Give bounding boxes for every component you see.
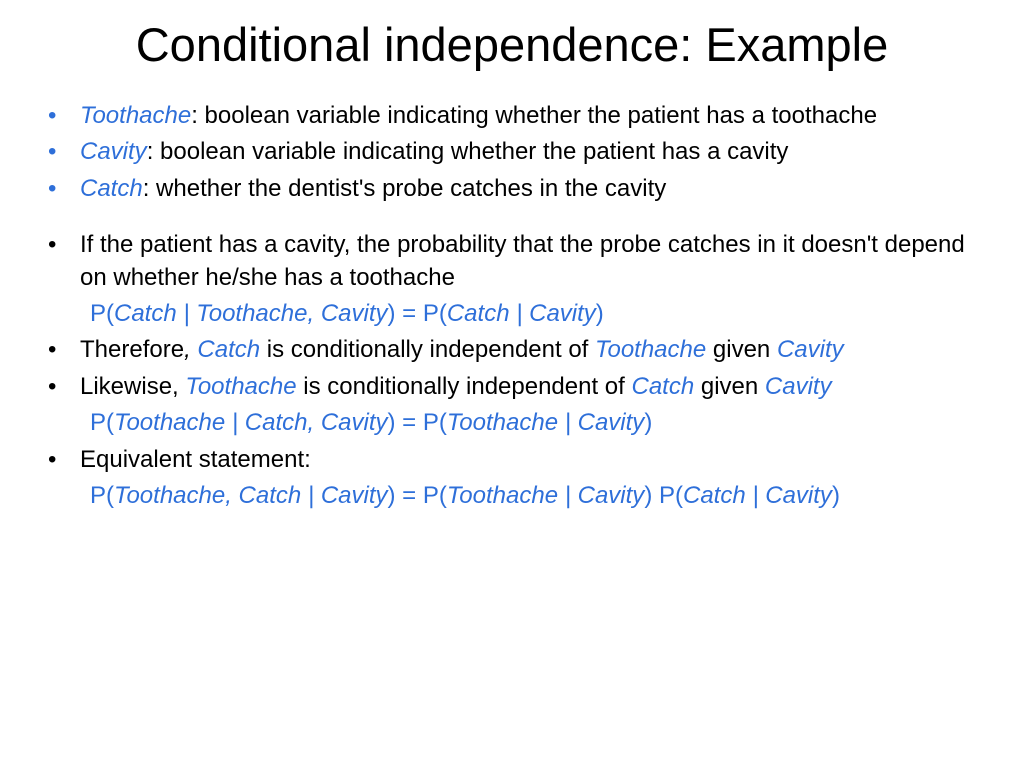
formula-3: P(Toothache, Catch | Cavity) = P(Toothac… xyxy=(40,480,984,512)
formula-part: ) = P( xyxy=(388,482,447,509)
term-toothache: Toothache xyxy=(595,336,706,363)
list-item: Catch: whether the dentist's probe catch… xyxy=(40,173,984,205)
statement-text: given xyxy=(706,336,777,363)
list-item: Toothache: boolean variable indicating w… xyxy=(40,100,984,132)
statement-text: is conditionally independent of xyxy=(297,373,632,400)
formula-italic: Catch | Toothache, Cavity xyxy=(114,300,388,327)
statements-list-3: Equivalent statement: xyxy=(40,444,984,476)
list-item: Likewise, Toothache is conditionally ind… xyxy=(40,371,984,403)
term-toothache: Toothache xyxy=(185,373,296,400)
definitions-list: Toothache: boolean variable indicating w… xyxy=(40,100,984,205)
formula-1: P(Catch | Toothache, Cavity) = P(Catch |… xyxy=(40,298,984,330)
formula-2: P(Toothache | Catch, Cavity) = P(Toothac… xyxy=(40,407,984,439)
formula-part: ) xyxy=(832,482,840,509)
term-toothache: Toothache xyxy=(80,102,191,129)
formula-part: ) = P( xyxy=(388,300,447,327)
formula-part: ) xyxy=(596,300,604,327)
statement-text: is conditionally independent of xyxy=(260,336,595,363)
term-cavity: Cavity xyxy=(777,336,844,363)
term-catch: Catch xyxy=(80,175,143,202)
statement-text: Likewise, xyxy=(80,373,185,400)
list-item: Cavity: boolean variable indicating whet… xyxy=(40,136,984,168)
formula-part: P( xyxy=(90,300,114,327)
term-cavity: Cavity xyxy=(80,138,147,165)
comma: , xyxy=(184,336,197,363)
statement-text: Equivalent statement: xyxy=(80,446,311,473)
formula-italic: Catch | Cavity xyxy=(447,300,596,327)
formula-part: ) xyxy=(644,409,652,436)
list-item: Equivalent statement: xyxy=(40,444,984,476)
formula-italic: Toothache, Catch | Cavity xyxy=(114,482,388,509)
formula-italic: Catch | Cavity xyxy=(683,482,832,509)
formula-part: ) = P( xyxy=(388,409,447,436)
section-divider xyxy=(40,209,984,229)
def-text: : boolean variable indicating whether th… xyxy=(147,138,789,165)
statement-text: given xyxy=(694,373,765,400)
formula-italic: Toothache | Cavity xyxy=(447,409,644,436)
def-text: : whether the dentist's probe catches in… xyxy=(143,175,667,202)
formula-part: P( xyxy=(90,482,114,509)
list-item: If the patient has a cavity, the probabi… xyxy=(40,229,984,294)
statement-text: Therefore xyxy=(80,336,184,363)
slide-title: Conditional independence: Example xyxy=(40,18,984,72)
formula-italic: Toothache | Catch, Cavity xyxy=(114,409,388,436)
term-catch: Catch xyxy=(632,373,695,400)
formula-part: P( xyxy=(90,409,114,436)
statements-list: If the patient has a cavity, the probabi… xyxy=(40,229,984,294)
formula-italic: Toothache | Cavity xyxy=(447,482,644,509)
statements-list-2: Therefore, Catch is conditionally indepe… xyxy=(40,334,984,403)
formula-part: ) P( xyxy=(644,482,683,509)
def-text: : boolean variable indicating whether th… xyxy=(191,102,877,129)
statement-text: If the patient has a cavity, the probabi… xyxy=(80,231,965,290)
term-catch: Catch xyxy=(197,336,260,363)
list-item: Therefore, Catch is conditionally indepe… xyxy=(40,334,984,366)
term-cavity: Cavity xyxy=(765,373,832,400)
